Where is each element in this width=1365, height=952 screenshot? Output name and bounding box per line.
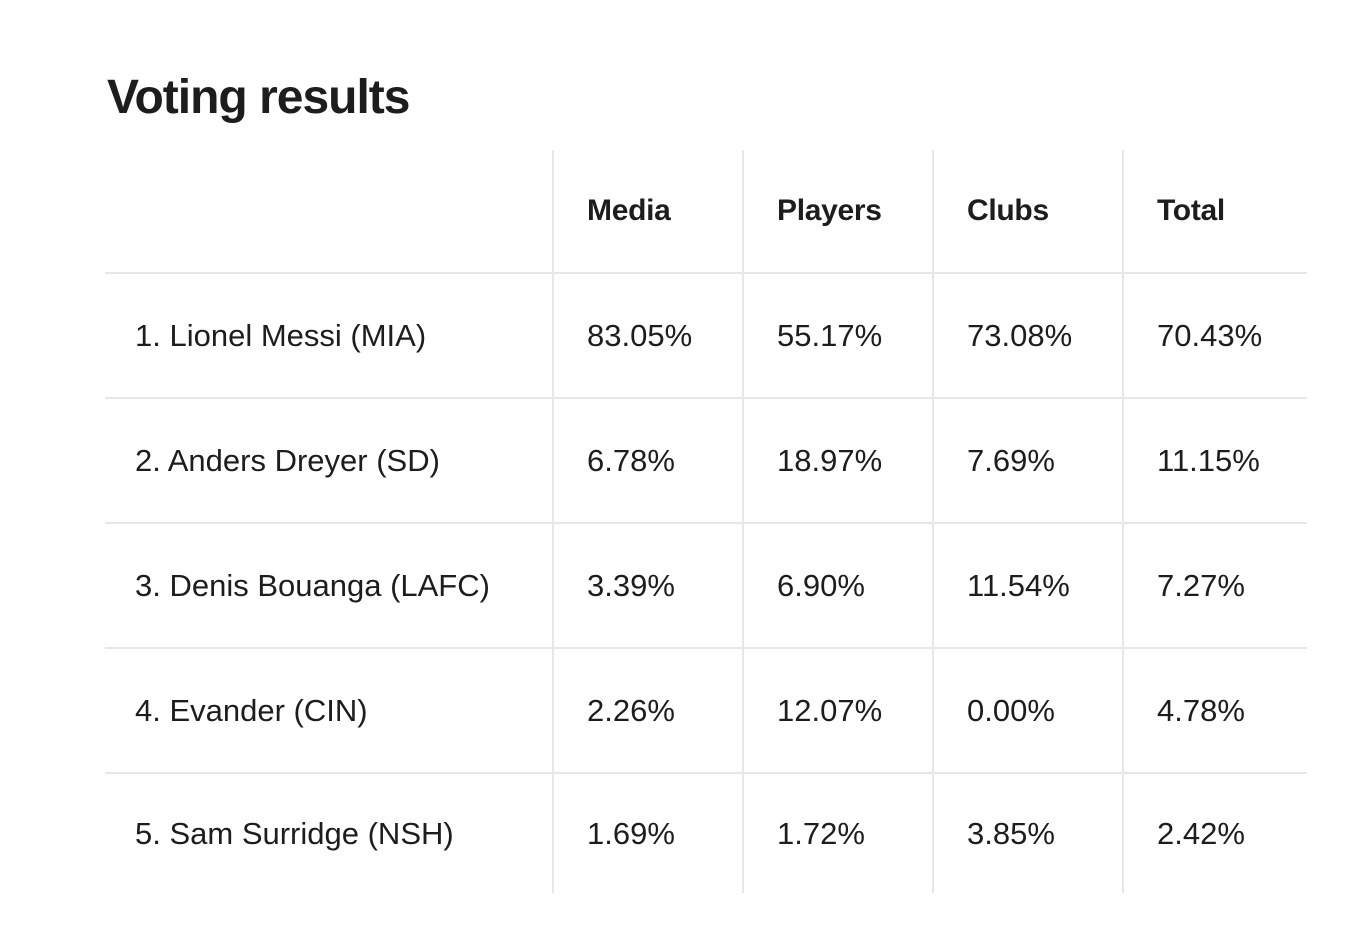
clubs-value-cell: 7.69% [932,399,1122,522]
header-empty-cell [105,150,552,272]
player-name-cell: 4. Evander (CIN) [135,692,368,728]
player-name-cell: 2. Anders Dreyer (SD) [135,442,440,478]
total-value-cell: 4.78% [1122,649,1307,772]
clubs-value-cell: 11.54% [932,524,1122,647]
players-value-cell: 1.72% [742,774,932,893]
page-title: Voting results [107,71,410,124]
player-name-cell: 3. Denis Bouanga (LAFC) [135,567,490,603]
table-header-row: Media Players Clubs Total [105,150,1307,272]
players-value-cell: 55.17% [742,274,932,397]
column-header-players: Players [742,150,932,272]
media-value-cell: 3.39% [552,524,742,647]
table-row: 1. Lionel Messi (MIA) 83.05% 55.17% 73.0… [105,272,1307,397]
clubs-value-cell: 3.85% [932,774,1122,893]
media-value-cell: 83.05% [552,274,742,397]
clubs-value-cell: 0.00% [932,649,1122,772]
media-value-cell: 2.26% [552,649,742,772]
table-row: 2. Anders Dreyer (SD) 6.78% 18.97% 7.69%… [105,397,1307,522]
total-value-cell: 2.42% [1122,774,1307,893]
column-header-clubs: Clubs [932,150,1122,272]
players-value-cell: 12.07% [742,649,932,772]
players-value-cell: 18.97% [742,399,932,522]
table-row: 5. Sam Surridge (NSH) 1.69% 1.72% 3.85% … [105,772,1307,893]
column-header-media: Media [552,150,742,272]
voting-results-table: Media Players Clubs Total 1. Lionel Mess… [105,150,1307,893]
total-value-cell: 11.15% [1122,399,1307,522]
players-value-cell: 6.90% [742,524,932,647]
total-value-cell: 7.27% [1122,524,1307,647]
player-name-cell: 1. Lionel Messi (MIA) [135,317,427,353]
table-row: 3. Denis Bouanga (LAFC) 3.39% 6.90% 11.5… [105,522,1307,647]
media-value-cell: 6.78% [552,399,742,522]
clubs-value-cell: 73.08% [932,274,1122,397]
table-row: 4. Evander (CIN) 2.26% 12.07% 0.00% 4.78… [105,647,1307,772]
total-value-cell: 70.43% [1122,274,1307,397]
column-header-total: Total [1122,150,1307,272]
media-value-cell: 1.69% [552,774,742,893]
player-name-cell: 5. Sam Surridge (NSH) [135,815,454,851]
